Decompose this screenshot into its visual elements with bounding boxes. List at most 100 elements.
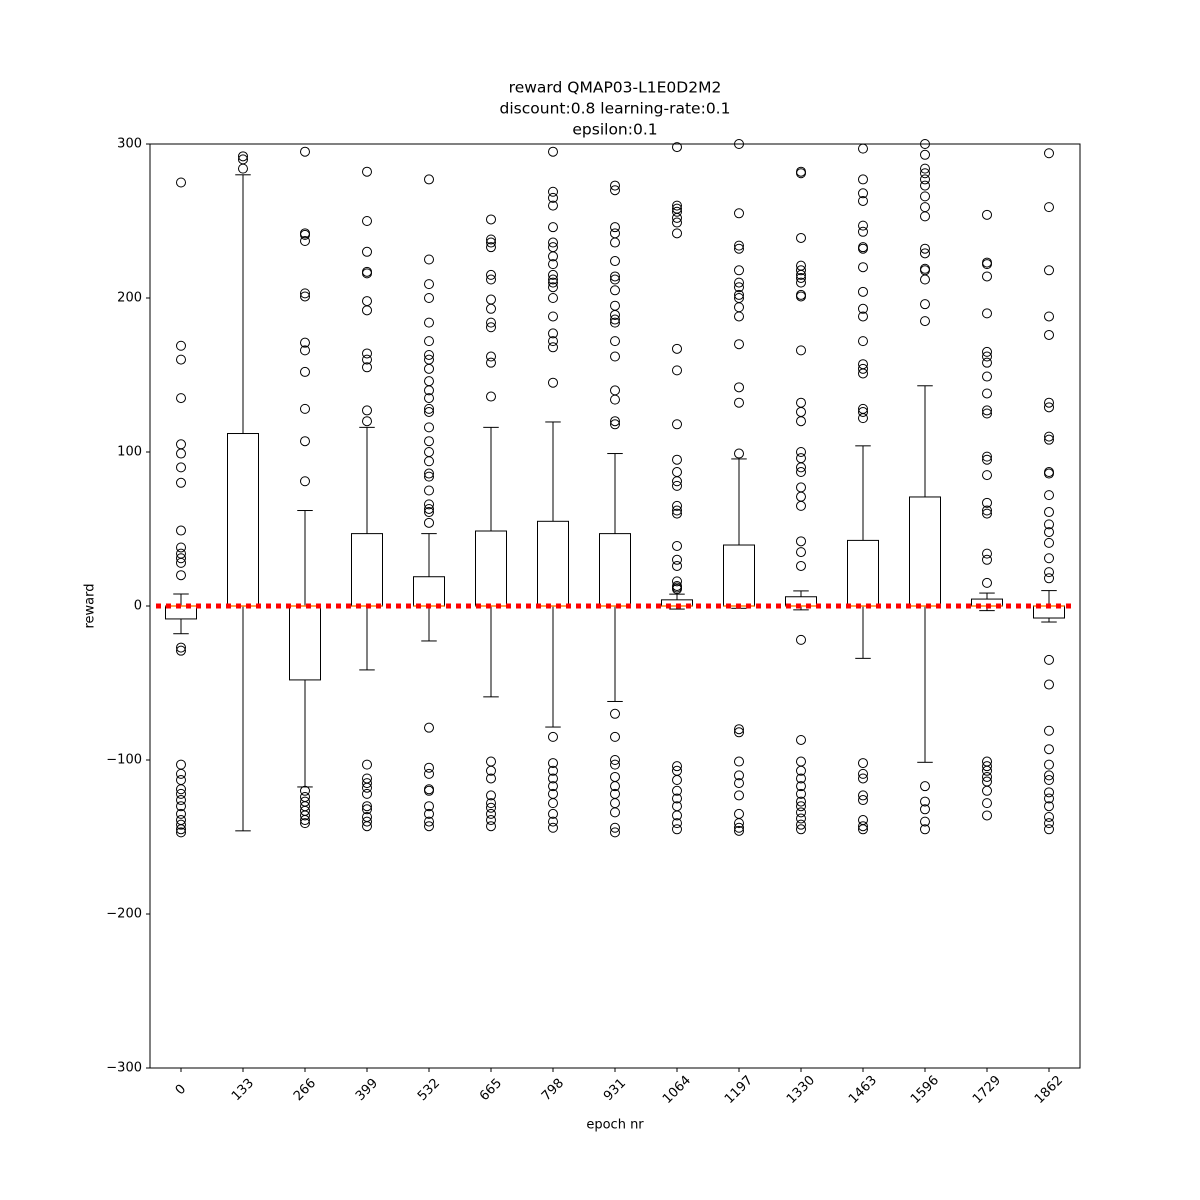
outlier xyxy=(1044,402,1054,413)
outlier xyxy=(610,228,620,239)
outlier xyxy=(672,824,682,835)
outlier xyxy=(424,785,434,796)
outlier xyxy=(176,439,186,450)
outlier xyxy=(548,293,558,303)
x-tick-label: 1197 xyxy=(722,1073,756,1107)
outlier xyxy=(548,336,558,347)
outlier xyxy=(1044,202,1054,213)
outlier xyxy=(1044,573,1054,584)
outlier xyxy=(858,768,868,779)
outlier xyxy=(486,269,496,280)
outlier xyxy=(610,759,620,770)
outlier xyxy=(734,822,744,833)
outlier xyxy=(1044,654,1054,665)
outlier xyxy=(300,288,310,299)
outlier xyxy=(610,781,620,792)
outlier xyxy=(424,406,434,417)
outlier xyxy=(920,824,930,835)
outlier xyxy=(362,759,372,770)
outlier xyxy=(1044,818,1054,829)
outlier xyxy=(486,294,496,305)
outlier xyxy=(920,149,930,160)
outlier xyxy=(672,810,682,821)
outlier xyxy=(424,349,434,360)
outlier xyxy=(1044,265,1054,276)
outlier xyxy=(858,773,868,784)
x-tick-label: 133 xyxy=(229,1076,257,1104)
outlier xyxy=(362,216,372,226)
outlier xyxy=(548,311,558,322)
outlier xyxy=(548,773,558,784)
outlier xyxy=(1044,679,1054,690)
outlier xyxy=(610,285,620,296)
outlier xyxy=(796,467,806,478)
outlier xyxy=(610,222,620,233)
y-tick-label: 0 xyxy=(134,599,142,614)
plot-frame xyxy=(149,143,1081,1069)
outlier xyxy=(920,816,930,827)
outlier xyxy=(858,226,868,237)
y-axis-label: reward xyxy=(83,583,98,628)
outlier xyxy=(424,507,434,518)
outlier xyxy=(982,497,992,508)
outlier xyxy=(1044,770,1054,781)
outlier xyxy=(734,208,744,219)
outlier xyxy=(672,365,682,376)
outlier xyxy=(796,232,806,243)
outlier xyxy=(424,821,434,832)
y-tick-label: 100 xyxy=(117,445,142,460)
outlier xyxy=(858,824,868,835)
outlier xyxy=(734,770,744,781)
outlier xyxy=(920,796,930,807)
outlier xyxy=(796,734,806,745)
outlier xyxy=(672,343,682,354)
outlier xyxy=(920,781,930,792)
outlier xyxy=(858,195,868,206)
outlier xyxy=(300,810,310,821)
outlier xyxy=(362,416,372,427)
outlier xyxy=(424,385,434,396)
outlier xyxy=(424,468,434,479)
outlier xyxy=(1044,507,1054,518)
box xyxy=(413,576,445,607)
outlier xyxy=(176,448,186,459)
outlier xyxy=(176,354,186,365)
outlier xyxy=(796,447,806,457)
outlier xyxy=(548,328,558,339)
box xyxy=(723,544,755,607)
outlier xyxy=(796,813,806,824)
outlier xyxy=(672,554,682,565)
outlier xyxy=(300,785,310,796)
outlier xyxy=(548,798,558,809)
outlier xyxy=(982,470,992,481)
outlier xyxy=(1044,801,1054,812)
box xyxy=(537,520,569,607)
outlier xyxy=(362,782,372,793)
outlier xyxy=(610,274,620,285)
outlier xyxy=(610,731,620,742)
outlier xyxy=(1044,775,1054,786)
outlier xyxy=(548,259,558,270)
outlier xyxy=(176,340,186,351)
outlier xyxy=(362,788,372,799)
outlier xyxy=(672,476,682,487)
outlier xyxy=(672,200,682,211)
outlier xyxy=(486,756,496,767)
outlier xyxy=(610,336,620,347)
outlier xyxy=(486,237,496,248)
outlier xyxy=(982,761,992,772)
outlier xyxy=(176,525,186,536)
outlier xyxy=(1044,725,1054,736)
outlier xyxy=(796,796,806,807)
outlier xyxy=(858,821,868,832)
outlier xyxy=(796,765,806,776)
box xyxy=(599,533,631,607)
outlier xyxy=(920,191,930,202)
outlier xyxy=(1044,468,1054,479)
outlier xyxy=(610,419,620,430)
outlier xyxy=(982,451,992,462)
outlier xyxy=(672,467,682,478)
outlier xyxy=(548,342,558,353)
outlier xyxy=(734,243,744,254)
outlier xyxy=(1044,824,1054,835)
